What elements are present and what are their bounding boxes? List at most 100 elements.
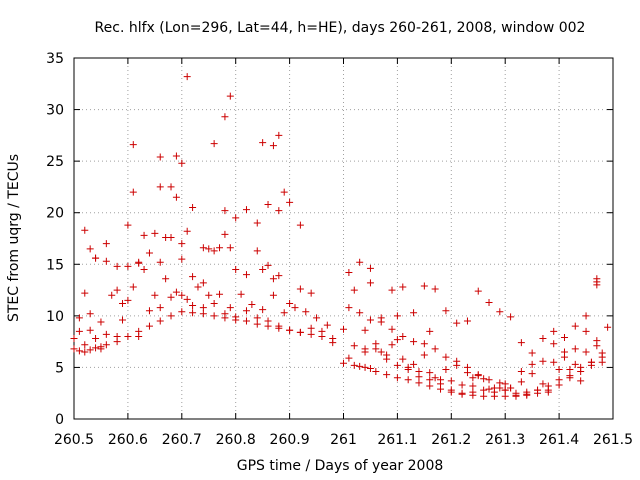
- data-point: [70, 345, 78, 353]
- data-point: [307, 330, 315, 338]
- data-point: [534, 386, 542, 394]
- data-point: [242, 317, 250, 325]
- data-point: [124, 221, 132, 229]
- data-point: [388, 325, 396, 333]
- y-tick-label: 35: [46, 51, 64, 67]
- data-point: [528, 370, 536, 378]
- data-point: [167, 293, 175, 301]
- data-point: [140, 265, 148, 273]
- data-point: [453, 319, 461, 327]
- data-point: [350, 342, 358, 350]
- data-point: [129, 283, 137, 291]
- data-point: [135, 258, 143, 266]
- data-point: [269, 291, 277, 299]
- data-point: [124, 332, 132, 340]
- data-point: [366, 316, 374, 324]
- data-point: [291, 304, 299, 312]
- data-point: [361, 363, 369, 371]
- data-point: [399, 355, 407, 363]
- data-point: [248, 301, 256, 309]
- data-point: [205, 291, 213, 299]
- data-point: [199, 304, 207, 312]
- x-tick-label: 260.5: [54, 432, 94, 448]
- data-point: [410, 338, 418, 346]
- data-point: [145, 322, 153, 330]
- data-point: [70, 335, 78, 343]
- data-point: [81, 289, 89, 297]
- data-point: [566, 365, 574, 373]
- data-point: [102, 257, 110, 265]
- data-point: [426, 376, 434, 384]
- data-point: [102, 341, 110, 349]
- data-point: [550, 340, 558, 348]
- data-point: [264, 317, 272, 325]
- data-point: [205, 245, 213, 253]
- x-tick-label: 261.2: [431, 432, 471, 448]
- data-point: [232, 265, 240, 273]
- x-tick-label: 260.8: [216, 432, 256, 448]
- data-point: [216, 290, 224, 298]
- data-point: [372, 340, 380, 348]
- data-point: [259, 306, 267, 314]
- data-point: [485, 385, 493, 393]
- x-axis-ticks: 260.5 260.6 260.7 260.8 260.9 261 261.1 261.2 26…: [54, 58, 633, 448]
- data-point: [329, 339, 337, 347]
- data-point: [463, 317, 471, 325]
- data-point: [480, 375, 488, 383]
- data-point: [189, 204, 197, 212]
- data-point: [582, 348, 590, 356]
- data-point: [469, 382, 477, 390]
- data-point: [189, 309, 197, 317]
- data-point: [221, 113, 229, 121]
- data-point: [275, 207, 283, 215]
- data-point: [216, 244, 224, 252]
- data-point: [383, 371, 391, 379]
- data-point: [264, 200, 272, 208]
- data-point: [210, 299, 218, 307]
- data-point: [113, 332, 121, 340]
- y-axis-ticks: 0 5 10 15 20 25 30 35: [46, 51, 613, 428]
- data-point: [366, 279, 374, 287]
- data-point: [102, 330, 110, 338]
- data-point: [393, 336, 401, 344]
- data-point: [577, 377, 585, 385]
- data-point: [113, 286, 121, 294]
- data-point: [345, 269, 353, 277]
- data-point: [86, 326, 94, 334]
- data-point: [156, 153, 164, 161]
- data-point: [237, 290, 245, 298]
- data-point: [507, 313, 515, 321]
- data-point: [275, 131, 283, 139]
- data-point: [253, 314, 261, 322]
- data-point: [480, 392, 488, 400]
- data-point: [388, 286, 396, 294]
- data-point: [302, 308, 310, 316]
- data-point: [447, 377, 455, 385]
- data-point: [178, 255, 186, 263]
- data-point: [199, 279, 207, 287]
- data-point: [388, 341, 396, 349]
- data-point: [410, 360, 418, 368]
- data-point: [221, 310, 229, 318]
- data-point: [75, 327, 83, 335]
- data-point: [560, 353, 568, 361]
- data-point: [507, 384, 515, 392]
- data-point: [232, 214, 240, 222]
- data-point: [86, 346, 94, 354]
- data-point: [523, 391, 531, 399]
- data-point: [178, 159, 186, 167]
- data-point: [340, 359, 347, 367]
- data-point: [399, 283, 407, 291]
- data-point: [210, 140, 218, 148]
- data-point: [447, 386, 455, 394]
- data-point: [81, 226, 89, 234]
- data-point: [178, 291, 186, 299]
- y-axis-label: STEC from uqrg / TECUs: [6, 154, 22, 322]
- data-point: [124, 262, 132, 270]
- data-point: [598, 349, 606, 357]
- x-tick-label: 261.5: [593, 432, 633, 448]
- data-point: [253, 247, 261, 255]
- data-point: [582, 312, 590, 320]
- data-point: [108, 291, 116, 299]
- data-point: [119, 316, 127, 324]
